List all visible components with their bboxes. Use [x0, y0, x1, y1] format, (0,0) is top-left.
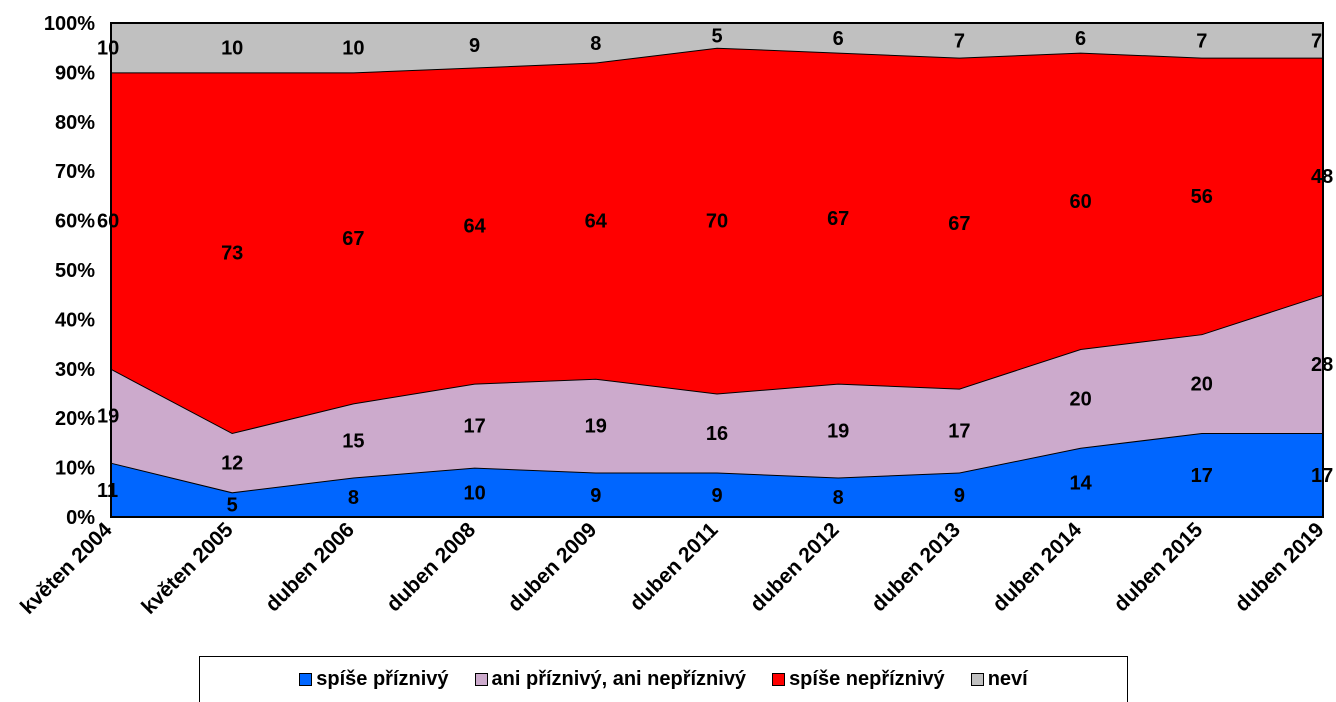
y-tick-label: 40% [55, 309, 95, 331]
data-label: 8 [833, 487, 844, 509]
data-label: 6 [833, 28, 844, 50]
data-label: 5 [711, 25, 722, 47]
x-tick-label: duben 2015 [1109, 518, 1207, 616]
y-tick-label: 60% [55, 211, 95, 233]
x-tick-label: duben 2009 [503, 518, 601, 616]
legend-swatch [970, 673, 984, 686]
x-tick-label: duben 2019 [1231, 518, 1329, 616]
legend-swatch [474, 673, 488, 686]
data-label: 17 [463, 416, 485, 438]
legend: spíše příznivý ani příznivý, ani nepřízn… [199, 656, 1128, 702]
y-tick-label: 50% [55, 260, 95, 282]
data-label: 9 [590, 485, 601, 507]
y-tick-label: 70% [55, 161, 95, 183]
data-label: 7 [954, 30, 965, 52]
data-label: 9 [711, 485, 722, 507]
legend-label: neví [987, 668, 1028, 690]
x-tick-label: duben 2006 [261, 518, 359, 616]
y-tick-label: 90% [55, 62, 95, 84]
data-label: 48 [1311, 166, 1333, 188]
data-label: 67 [827, 208, 849, 230]
y-tick-label: 30% [55, 359, 95, 381]
y-tick-label: 10% [55, 458, 95, 480]
data-label: 10 [97, 38, 119, 60]
x-tick-label: duben 2013 [867, 518, 965, 616]
data-label: 60 [1069, 191, 1091, 213]
data-label-layer: 11 5 8 10 9 9 8 9 14 17 17 19 12 15 17 19 16 19 17 20 20 28 60… [97, 25, 1333, 516]
y-tick-label: 20% [55, 408, 95, 430]
data-label: 17 [1311, 465, 1333, 487]
data-label: 20 [1069, 388, 1091, 410]
legend-swatch [772, 673, 786, 686]
legend-label: spíše nepříznivý [789, 668, 945, 690]
area-layer [110, 22, 1324, 517]
data-label: 56 [1191, 186, 1213, 208]
x-axis: květen 2004 květen 2005 duben 2006 duben 20… [16, 518, 1328, 619]
plot-border [110, 22, 1324, 518]
plot-frame [110, 22, 1324, 518]
data-label: 7 [1311, 30, 1322, 52]
data-label: 11 [97, 480, 118, 502]
data-label: 19 [97, 406, 119, 428]
legend-swatch [299, 673, 313, 686]
data-label: 67 [342, 228, 364, 250]
x-tick-label: květen 2005 [137, 518, 238, 619]
legend-label: ani příznivý, ani nepříznivý [491, 668, 747, 690]
legend-item: ani příznivý, ani nepříznivý [474, 668, 747, 691]
x-tick-label: duben 2012 [746, 518, 844, 616]
x-tick-label: duben 2008 [382, 518, 480, 616]
data-label: 73 [221, 243, 243, 265]
data-label: 10 [463, 482, 485, 504]
data-label: 28 [1311, 354, 1333, 376]
area-series [111, 433, 1323, 517]
y-axis: 0% 10% 20% 30% 40% 50% 60% 70% 80% 90% 100% [44, 13, 95, 529]
data-label: 9 [954, 485, 965, 507]
area-series [111, 47, 1323, 433]
data-label: 20 [1191, 374, 1213, 396]
data-label: 64 [463, 216, 486, 238]
data-label: 5 [227, 495, 238, 517]
data-label: 17 [948, 421, 970, 443]
area-series [111, 23, 1323, 73]
data-label: 6 [1075, 28, 1086, 50]
data-label: 17 [1191, 465, 1213, 487]
data-label: 19 [585, 416, 607, 438]
x-tick-label: duben 2014 [988, 518, 1086, 616]
legend-item: spíše příznivý [299, 668, 449, 691]
data-label: 10 [221, 38, 243, 60]
data-label: 12 [221, 453, 243, 475]
data-label: 60 [97, 211, 119, 233]
legend-item: spíše nepříznivý [772, 668, 945, 691]
data-label: 10 [342, 38, 364, 60]
y-tick-label: 80% [55, 112, 95, 134]
data-label: 64 [585, 211, 608, 233]
legend-item: neví [970, 668, 1028, 691]
y-tick-label: 0% [66, 507, 95, 529]
data-label: 7 [1196, 30, 1207, 52]
data-label: 19 [827, 421, 849, 443]
legend-label: spíše příznivý [316, 668, 449, 690]
data-label: 8 [590, 33, 601, 55]
data-label: 14 [1069, 472, 1092, 494]
x-tick-label: duben 2011 [625, 518, 722, 615]
data-label: 70 [706, 211, 728, 233]
y-tick-label: 100% [44, 13, 95, 35]
data-label: 67 [948, 213, 970, 235]
data-label: 8 [348, 487, 359, 509]
data-label: 9 [469, 35, 480, 57]
data-label: 15 [342, 430, 364, 452]
x-tick-label: květen 2004 [16, 518, 117, 619]
data-label: 16 [706, 423, 728, 445]
